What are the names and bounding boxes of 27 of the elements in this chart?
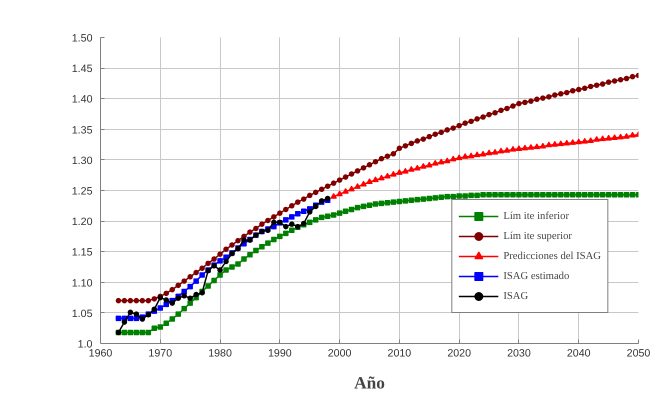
legend-label: Predicciones del ISAG [503,250,601,262]
y-tick-label: 1.10 [72,277,93,290]
legend-label: Lím ite inferior [503,210,570,222]
x-axis-title: Año [354,374,385,392]
legend-label: ISAG [503,290,528,302]
y-tick-label: 1.30 [72,154,93,167]
legend-label: ISAG estimado [503,270,570,282]
y-tick-label: 1.40 [72,94,93,106]
x-tick-label: 1980 [208,348,232,360]
x-tick-label: 2000 [328,348,352,360]
x-tick-label: 1970 [148,348,172,360]
x-tick-label: 2010 [388,348,412,360]
y-tick-label: 1.15 [72,246,93,259]
y-tick-label: 1.20 [72,216,93,228]
legend-label: Lím ite superior [503,230,572,242]
y-tick-label: 1.50 [72,32,93,44]
x-tick-label: 2030 [507,348,531,360]
x-tick-label: 1990 [268,348,292,360]
y-tick-label: 1.0 [78,338,93,350]
x-tick-label: 2040 [566,348,591,360]
x-tick-label: 2020 [447,348,472,360]
y-tick-label: 1.45 [72,63,93,76]
x-tick-label: 1960 [88,348,112,360]
y-tick-label: 1.35 [72,124,93,136]
x-tick-label: 2050 [626,348,650,360]
y-tick-label: 1.05 [72,308,93,320]
y-tick-label: 1.25 [72,186,93,198]
